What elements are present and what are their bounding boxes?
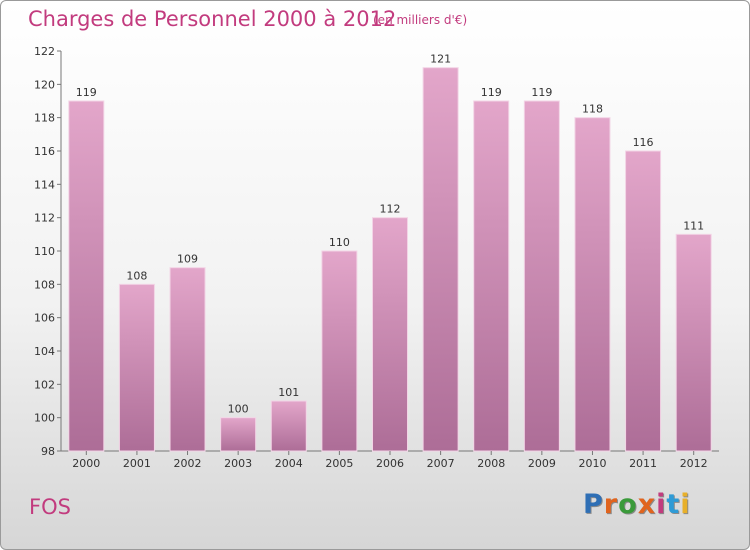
bar-value-label: 100 <box>228 403 249 416</box>
bar-value-label: 119 <box>481 86 502 99</box>
bar-value-label: 119 <box>76 86 97 99</box>
y-tick-label: 98 <box>41 445 55 458</box>
bar-value-label: 119 <box>531 86 552 99</box>
bar-value-label: 108 <box>126 269 147 282</box>
bar <box>321 250 358 452</box>
x-tick-label: 2012 <box>680 457 708 470</box>
bar <box>675 233 712 452</box>
bar-value-label: 112 <box>380 203 401 216</box>
logo-letter: i <box>656 489 667 520</box>
y-tick-label: 112 <box>34 212 55 225</box>
y-tick-label: 114 <box>34 178 55 191</box>
logo-letter: r <box>603 489 619 520</box>
bar <box>118 283 155 452</box>
y-tick-label: 118 <box>34 112 55 125</box>
x-tick-label: 2003 <box>224 457 252 470</box>
y-tick-label: 116 <box>34 145 55 158</box>
x-tick-label: 2004 <box>275 457 303 470</box>
bar-value-label: 101 <box>278 386 299 399</box>
location-label: FOS <box>29 495 71 519</box>
x-tick-label: 2002 <box>174 457 202 470</box>
x-tick-label: 2000 <box>72 457 100 470</box>
bar-value-label: 116 <box>633 136 654 149</box>
bar <box>169 267 206 452</box>
logo-letter: x <box>637 489 657 520</box>
bar <box>68 100 105 452</box>
y-tick-label: 102 <box>34 378 55 391</box>
x-tick-label: 2005 <box>325 457 353 470</box>
chart-subtitle: (en milliers d'€) <box>373 13 468 27</box>
bar-value-label: 118 <box>582 103 603 116</box>
x-tick-label: 2007 <box>427 457 455 470</box>
y-tick-label: 104 <box>34 345 55 358</box>
logo-letter: o <box>618 489 638 520</box>
logo-letter: i <box>680 489 691 520</box>
bar <box>372 217 408 452</box>
y-tick-label: 120 <box>34 78 55 91</box>
logo-letter: P <box>583 489 604 520</box>
bar <box>625 150 662 452</box>
bar-value-label: 109 <box>177 253 198 266</box>
bar-value-label: 111 <box>683 219 704 232</box>
bar-value-label: 110 <box>329 236 350 249</box>
bar <box>220 417 257 452</box>
x-tick-label: 2011 <box>629 457 657 470</box>
x-tick-label: 2006 <box>376 457 404 470</box>
proxiti-logo: Proxiti <box>583 489 691 520</box>
bar <box>422 67 459 452</box>
y-tick-label: 122 <box>34 45 55 58</box>
y-tick-label: 100 <box>34 412 55 425</box>
x-tick-label: 2009 <box>528 457 556 470</box>
x-tick-label: 2001 <box>123 457 151 470</box>
y-tick-label: 106 <box>34 312 55 325</box>
x-tick-label: 2008 <box>477 457 505 470</box>
bar <box>574 117 611 452</box>
y-tick-label: 108 <box>34 278 55 291</box>
y-tick-label: 110 <box>34 245 55 258</box>
x-tick-label: 2010 <box>578 457 606 470</box>
bar <box>523 100 560 452</box>
bar <box>473 100 510 452</box>
bar-value-label: 121 <box>430 53 451 66</box>
bar <box>270 400 307 452</box>
chart-title: Charges de Personnel 2000 à 2012 <box>28 7 397 31</box>
logo-letter: t <box>666 489 681 520</box>
